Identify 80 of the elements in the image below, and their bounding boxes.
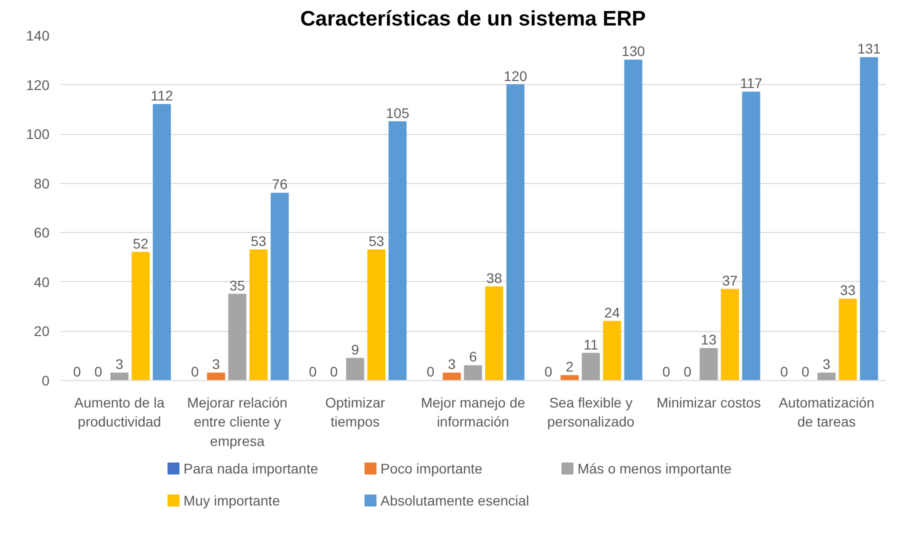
bar [110, 372, 128, 380]
y-tick-label: 140 [26, 28, 50, 44]
data-label: 0 [662, 364, 670, 380]
data-label: 9 [351, 341, 360, 358]
data-label: 120 [504, 68, 528, 84]
bar [485, 286, 504, 380]
y-tick-label: 0 [42, 372, 50, 388]
x-tick-label: Mejorar relación entre cliente y empresa [187, 394, 288, 449]
bar [442, 372, 461, 380]
bar [838, 298, 857, 380]
data-label: 112 [150, 88, 174, 104]
y-tick-label: 120 [26, 76, 50, 93]
legend-label: Para nada importante [184, 460, 318, 476]
bar [603, 320, 622, 380]
data-label: 0 [330, 364, 338, 380]
data-label: 3 [212, 356, 220, 372]
bar [132, 252, 150, 380]
bar [228, 294, 246, 380]
x-tick-label: Optimizar tiempos [325, 394, 386, 430]
data-label: 3 [116, 356, 124, 372]
data-label: 53 [368, 232, 384, 249]
data-label: 0 [73, 364, 82, 380]
y-tick-label: 40 [34, 274, 50, 290]
x-tick-label: Automatización de tareas [778, 394, 874, 430]
data-label: 24 [604, 304, 620, 320]
bar [249, 249, 268, 380]
x-tick-label: Minimizar costos [656, 394, 761, 410]
data-label: 3 [822, 356, 831, 372]
data-label: 117 [740, 75, 763, 92]
data-label: 52 [132, 235, 149, 252]
data-label: 0 [190, 364, 199, 380]
y-tick-label: 20 [34, 323, 50, 340]
bar [346, 358, 364, 380]
bar [506, 84, 524, 380]
data-label: 2 [566, 358, 574, 375]
data-label: 38 [486, 270, 502, 286]
bar [720, 288, 739, 380]
x-tick-label: Mejor manejo de información [420, 394, 526, 430]
bar [152, 104, 171, 380]
data-label: 0 [801, 364, 810, 380]
data-label: 76 [272, 176, 288, 192]
data-label: 37 [722, 272, 738, 288]
data-label: 0 [544, 364, 553, 380]
bar [560, 375, 579, 380]
bar [700, 348, 718, 380]
data-label: 53 [250, 232, 266, 249]
x-tick-label: Aumento de la productividad [74, 394, 165, 430]
bar [464, 365, 482, 380]
y-tick-label: 100 [26, 126, 50, 142]
data-label: 3 [448, 356, 456, 372]
data-label: 0 [94, 364, 102, 380]
data-label: 131 [857, 40, 881, 57]
data-label: 0 [684, 364, 692, 380]
data-label: 0 [780, 364, 788, 380]
bar [270, 192, 289, 380]
legend-label: Poco importante [380, 460, 483, 476]
bar [367, 249, 386, 380]
data-label: 130 [622, 43, 646, 60]
data-label: 35 [230, 277, 246, 294]
data-label: 0 [308, 364, 317, 380]
data-label: 11 [584, 336, 598, 352]
legend-label: Absolutamente esencial [380, 492, 530, 508]
bar [388, 121, 407, 380]
bar [624, 60, 642, 380]
chart-title: Características de un sistema ERP [300, 8, 646, 30]
bar [207, 372, 226, 380]
data-label: 6 [469, 348, 478, 365]
data-label: 13 [700, 331, 717, 348]
data-label: 0 [426, 364, 435, 380]
bar [860, 57, 878, 380]
bar [818, 372, 836, 380]
legend-label: Más o menos importante [578, 460, 732, 476]
data-label: 33 [840, 282, 856, 298]
legend-label: Muy importante [184, 492, 280, 508]
bar [742, 92, 760, 380]
y-tick-label: 60 [34, 224, 50, 241]
data-label: 105 [386, 104, 410, 121]
x-tick-label: Sea flexible y personalizado [547, 394, 635, 430]
bar [582, 352, 600, 380]
y-tick-label: 80 [34, 175, 50, 192]
